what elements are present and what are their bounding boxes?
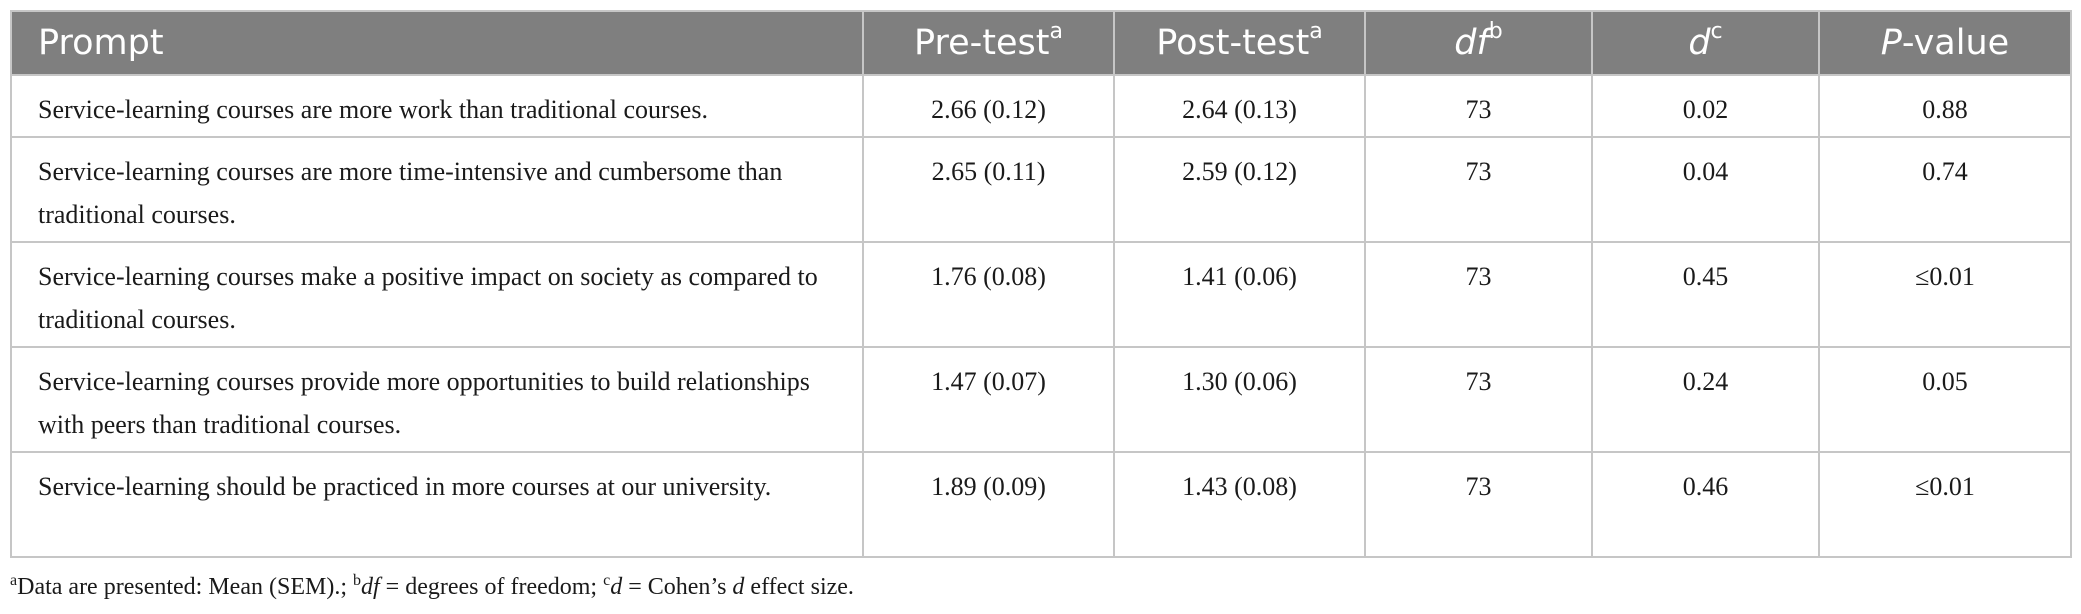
- footnote-a-sup: a: [10, 572, 18, 589]
- cell-d: 0.46: [1591, 451, 1820, 558]
- cell-pretest: 2.66 (0.12): [862, 74, 1115, 138]
- header-pvalue-italic: P: [1880, 23, 1902, 63]
- header-posttest-sup: a: [1309, 19, 1323, 44]
- cell-pvalue: 0.74: [1818, 136, 2072, 243]
- footnote-c-term2: d: [732, 574, 745, 600]
- data-table-container: Prompt Pre-testa Post-testa dfb dc P-val…: [10, 10, 2072, 558]
- cell-d: 0.02: [1591, 74, 1820, 138]
- table-footnote: aData are presented: Mean (SEM).; bdf = …: [10, 572, 854, 601]
- header-d-label: d: [1688, 23, 1711, 63]
- header-df: dfb: [1364, 10, 1593, 76]
- header-pretest: Pre-testa: [862, 10, 1115, 76]
- cell-pretest: 1.47 (0.07): [862, 346, 1115, 453]
- cell-pvalue: ≤0.01: [1818, 241, 2072, 348]
- cell-prompt: Service-learning courses are more work t…: [10, 74, 864, 138]
- header-pvalue-label: -value: [1901, 23, 2010, 63]
- header-posttest-label: Post-test: [1156, 23, 1310, 63]
- data-table: Prompt Pre-testa Post-testa dfb dc P-val…: [10, 10, 2072, 558]
- cell-d: 0.45: [1591, 241, 1820, 348]
- header-pretest-label: Pre-test: [914, 23, 1050, 63]
- cell-d: 0.24: [1591, 346, 1820, 453]
- table-row: Service-learning courses provide more op…: [10, 346, 2072, 453]
- table-row: Service-learning should be practiced in …: [10, 451, 2072, 558]
- header-df-sup: b: [1488, 19, 1503, 44]
- cell-pretest: 1.76 (0.08): [862, 241, 1115, 348]
- table-row: Service-learning courses are more time-i…: [10, 136, 2072, 243]
- header-row: Prompt Pre-testa Post-testa dfb dc P-val…: [10, 10, 2072, 76]
- cell-df: 73: [1364, 74, 1593, 138]
- table-row: Service-learning courses are more work t…: [10, 74, 2072, 138]
- cell-df: 73: [1364, 451, 1593, 558]
- footnote-c-text2: effect size.: [744, 574, 854, 600]
- cell-posttest: 2.64 (0.13): [1113, 74, 1366, 138]
- footnote-b-text: = degrees of freedom;: [379, 574, 604, 600]
- cell-df: 73: [1364, 346, 1593, 453]
- table-row: Service-learning courses make a positive…: [10, 241, 2072, 348]
- cell-posttest: 1.41 (0.06): [1113, 241, 1366, 348]
- cell-prompt: Service-learning courses provide more op…: [10, 346, 864, 453]
- cell-df: 73: [1364, 241, 1593, 348]
- cell-pretest: 1.89 (0.09): [862, 451, 1115, 558]
- footnote-c-term: d: [610, 574, 623, 600]
- header-pretest-sup: a: [1049, 19, 1063, 44]
- cell-prompt: Service-learning courses make a positive…: [10, 241, 864, 348]
- cell-pretest: 2.65 (0.11): [862, 136, 1115, 243]
- footnote-a-text: Data are presented: Mean (SEM).;: [17, 574, 353, 600]
- cell-pvalue: 0.05: [1818, 346, 2072, 453]
- footnote-b-sup: b: [352, 572, 361, 589]
- footnote-c-sup: c: [603, 572, 611, 589]
- header-posttest: Post-testa: [1113, 10, 1366, 76]
- cell-pvalue: ≤0.01: [1818, 451, 2072, 558]
- footnote-c-text: = Cohen’s: [622, 574, 733, 600]
- cell-posttest: 1.30 (0.06): [1113, 346, 1366, 453]
- header-prompt-label: Prompt: [38, 23, 164, 63]
- header-d: dc: [1591, 10, 1820, 76]
- header-d-sup: c: [1710, 19, 1723, 44]
- cell-posttest: 2.59 (0.12): [1113, 136, 1366, 243]
- cell-pvalue: 0.88: [1818, 74, 2072, 138]
- footnote-b-term: df: [360, 574, 380, 600]
- header-pvalue: P-value: [1818, 10, 2072, 76]
- cell-d: 0.04: [1591, 136, 1820, 243]
- cell-prompt: Service-learning courses are more time-i…: [10, 136, 864, 243]
- cell-df: 73: [1364, 136, 1593, 243]
- header-prompt: Prompt: [10, 10, 864, 76]
- header-df-label: df: [1454, 23, 1489, 63]
- table-header: Prompt Pre-testa Post-testa dfb dc P-val…: [10, 10, 2072, 76]
- cell-prompt: Service-learning should be practiced in …: [10, 451, 864, 558]
- table-body: Service-learning courses are more work t…: [10, 74, 2072, 558]
- cell-posttest: 1.43 (0.08): [1113, 451, 1366, 558]
